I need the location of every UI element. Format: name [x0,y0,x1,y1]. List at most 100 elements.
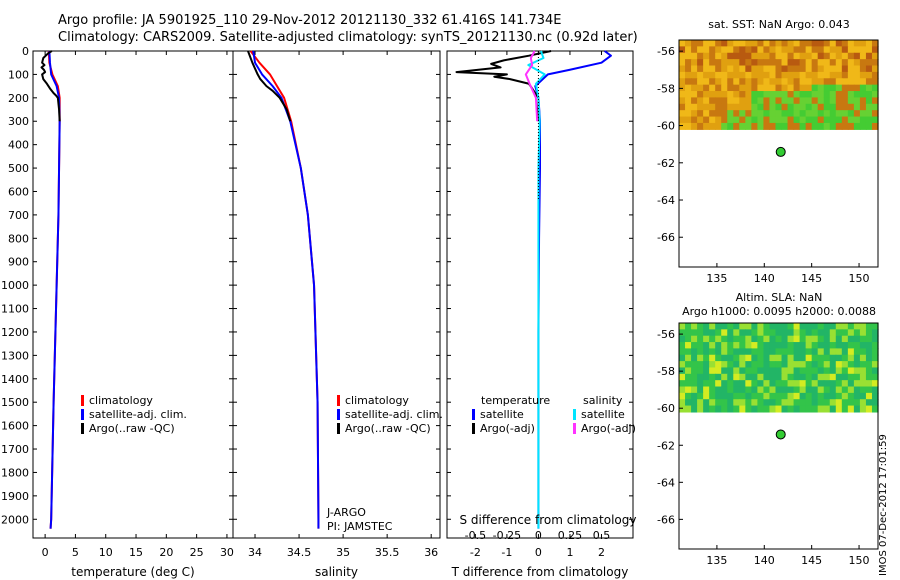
map-cell [751,91,758,99]
map-cell [763,78,771,86]
map-cell [751,103,758,111]
map-cell [703,91,710,99]
map-cell [799,59,807,67]
map-cell [691,354,698,362]
map-cell [811,103,819,111]
map-cell [769,116,777,124]
map-cell [739,361,746,369]
map-cell [745,323,752,330]
map-cell [835,354,843,362]
map-cell [751,97,758,105]
map-cell [865,116,873,124]
difference-series-satellite [527,50,546,529]
map-cell [739,46,746,54]
map-cell [859,52,867,60]
map-cell [823,386,831,394]
map-cell [745,342,752,350]
map-cell [799,97,807,105]
map-cell [715,380,722,388]
map-cell [811,335,819,343]
map-cell [739,354,746,362]
map-cell [865,84,873,92]
map-cell [805,97,813,105]
map-cell [757,329,765,337]
map-cell [823,116,831,124]
map-cell [727,91,734,99]
map-cell [757,78,765,86]
salinity-legend-label: Argo(..raw -QC) [345,422,431,435]
map-cell [715,91,722,99]
map-cell [811,354,819,362]
depth-tick-label: 1100 [1,303,29,316]
map-cell [709,59,716,67]
map-cell [865,329,873,337]
map-cell [823,367,831,375]
map-cell [697,91,704,99]
temperature-xtick-label: 5 [72,546,79,559]
map-cell [697,335,704,343]
map-cell [775,59,783,67]
map-cell [847,335,855,343]
map-cell [769,335,777,343]
map-cell [721,46,728,54]
map-cell [835,91,843,99]
map-cell [799,116,807,124]
map-cell [805,65,813,73]
map-cell [697,46,704,54]
salinity-legend-swatch [337,423,340,434]
map-cell [829,71,837,79]
map-cell [697,342,704,350]
map-cell [799,367,807,375]
map-cell [775,386,783,394]
map-cell [841,405,849,413]
map-cell [721,103,728,111]
map-cell [805,367,813,375]
map-cell [817,40,825,47]
map-cell [709,373,716,381]
salinity-legend-swatch [337,409,340,420]
map-cell [829,367,837,375]
map-cell [745,40,752,47]
map-cell [811,386,819,394]
map-cell [757,65,765,73]
sla_map-ytick-label: -64 [657,476,675,489]
map-cell [847,59,855,67]
map-cell [685,52,692,60]
map-cell [739,342,746,350]
map-cell [727,392,734,400]
map-cell [769,373,777,381]
map-cell [799,373,807,381]
map-cell [709,84,716,92]
map-cell [715,354,722,362]
map-cell [853,329,861,337]
map-cell [847,361,855,369]
map-cell [691,405,698,413]
map-cell [823,40,831,47]
map-cell [685,367,692,375]
map-cell [871,110,879,118]
difference-top-tick-label: 0 [535,529,542,542]
map-cell [763,323,771,330]
map-cell [703,367,710,375]
map-cell [727,367,734,375]
map-cell [853,122,861,130]
panel-temperature: 0 5 10 15 20 25 300100200300400500600700800900… [1,45,234,579]
map-cell [679,405,686,413]
map-cell [679,329,686,337]
map-cell [703,361,710,369]
sla_map-ytick-label: -58 [657,365,675,378]
depth-tick-label: 1800 [1,466,29,479]
map-cell [679,40,686,47]
map-cell [829,78,837,86]
map-cell [733,348,740,356]
map-cell [817,405,825,413]
map-cell [793,342,801,350]
map-cell [757,122,765,130]
map-cell [739,405,746,413]
map-cell [835,361,843,369]
map-cell [715,329,722,337]
map-cell [751,116,758,124]
map-cell [781,116,789,124]
map-cell [745,354,752,362]
map-cell [739,386,746,394]
